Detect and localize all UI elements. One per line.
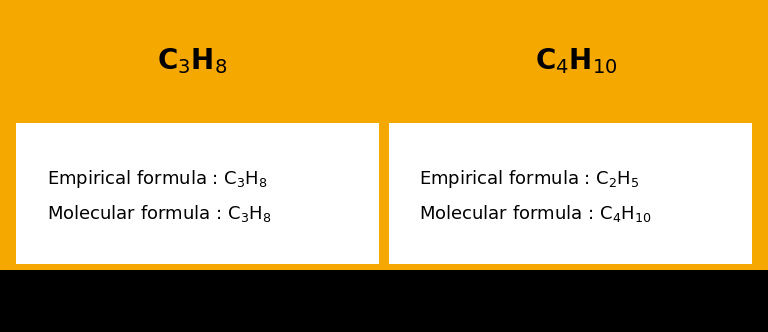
Text: Molecular formula : C$_4$H$_{10}$: Molecular formula : C$_4$H$_{10}$ (419, 203, 652, 224)
Text: C$_3$H$_8$: C$_3$H$_8$ (157, 46, 227, 76)
Text: Empirical formula : C$_3$H$_8$: Empirical formula : C$_3$H$_8$ (47, 168, 267, 190)
Bar (16, 123, 379, 264)
Text: Molecular formula : C$_3$H$_8$: Molecular formula : C$_3$H$_8$ (47, 203, 271, 224)
Bar (389, 123, 752, 264)
Text: C$_4$H$_{10}$: C$_4$H$_{10}$ (535, 46, 617, 76)
Text: Empirical formula : C$_2$H$_5$: Empirical formula : C$_2$H$_5$ (419, 168, 640, 190)
